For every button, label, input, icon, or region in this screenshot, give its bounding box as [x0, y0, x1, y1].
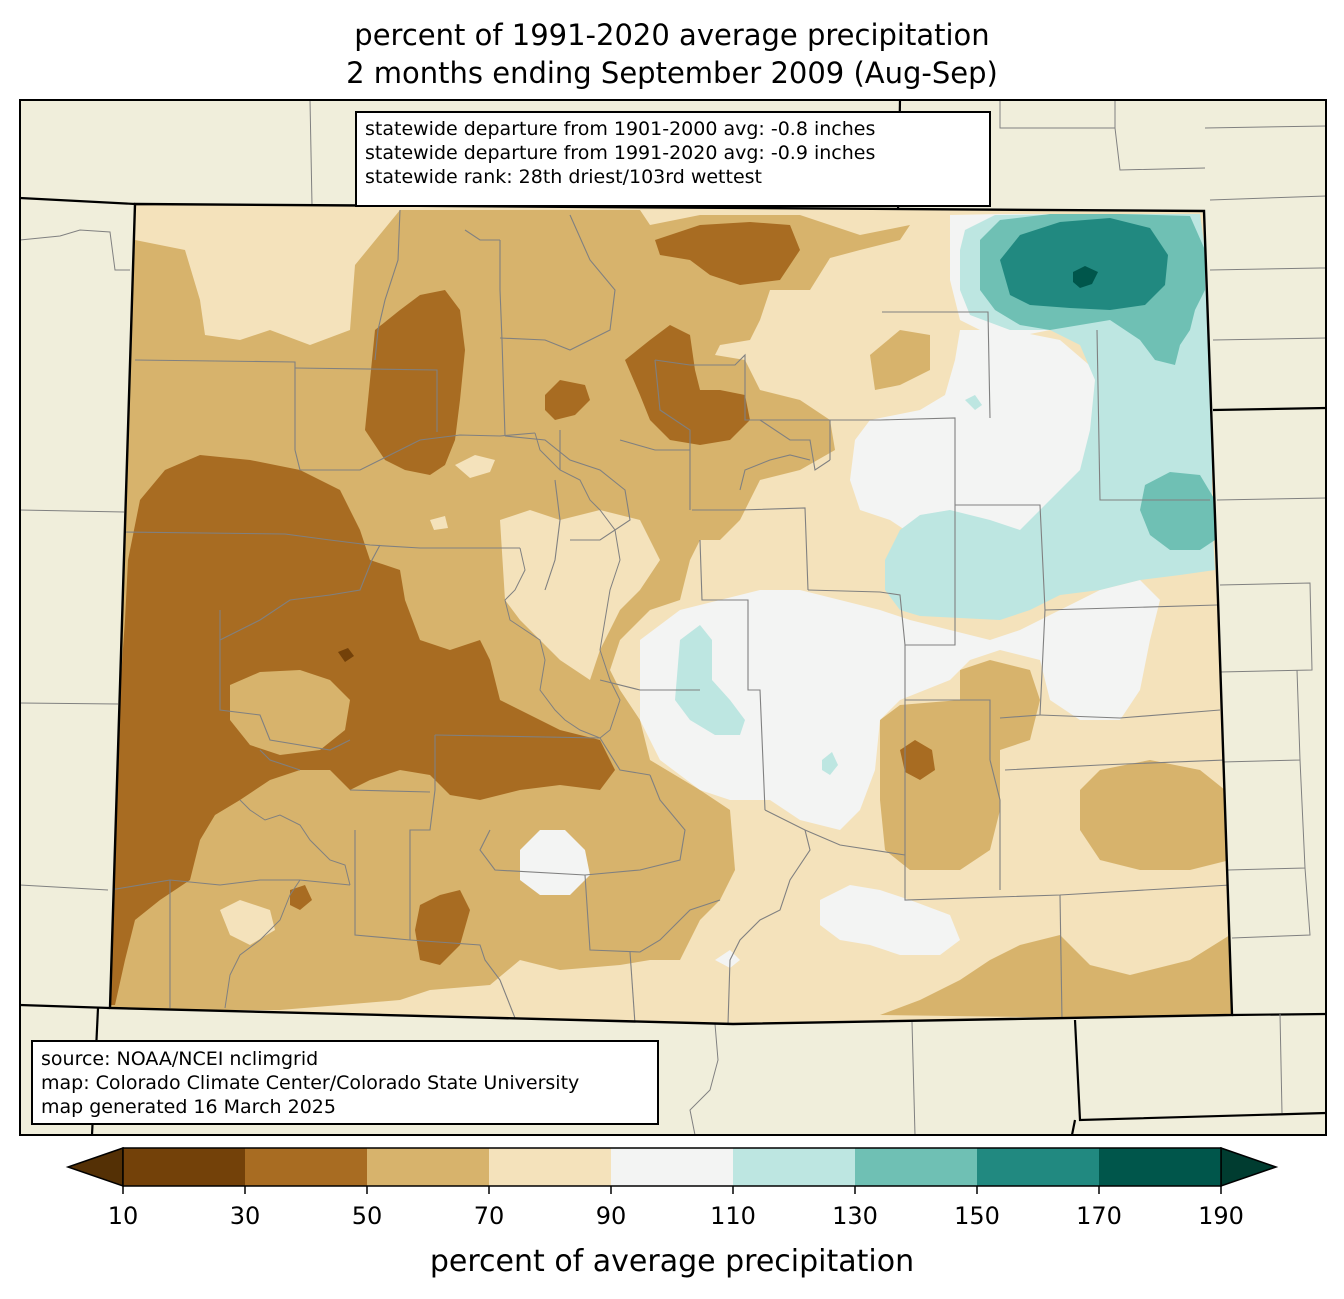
bin-70-90-patches [220, 455, 660, 945]
colorbar-tick-label-170: 170 [1076, 1202, 1122, 1230]
bin-10-30-spot [338, 648, 354, 662]
stats-rank: statewide rank: 28th driest/103rd wettes… [365, 166, 762, 188]
colorbar-tick-label-130: 130 [832, 1202, 878, 1230]
bin-30-50-regions [110, 222, 935, 1005]
bin-170-190-spot [1073, 266, 1098, 288]
colorbar-over-arrow [1220, 1146, 1279, 1188]
neighbor-county-lines [20, 100, 1326, 1135]
colorbar-tick-label-70: 70 [473, 1202, 505, 1230]
colorbar-tick-label-10: 10 [107, 1202, 139, 1230]
source-line: source: NOAA/NCEI nclimgrid [41, 1048, 319, 1070]
colorbar-tick-label-90: 90 [595, 1202, 627, 1230]
colorbar-bin-10-30 [123, 1148, 246, 1186]
map-frame [19, 99, 1327, 1136]
colorbar-bin-70-90 [489, 1148, 612, 1186]
colorbar-bin-90-110 [611, 1148, 734, 1186]
source-box: source: NOAA/NCEI nclimgrid map: Colorad… [31, 1040, 659, 1125]
colorbar-tick-label-150: 150 [954, 1202, 1000, 1230]
map-title-line1: percent of 1991-2020 average precipitati… [354, 18, 990, 52]
map-title-line2: 2 months ending September 2009 (Aug-Sep) [346, 56, 998, 90]
colorbar-label: percent of average precipitation [429, 1244, 915, 1279]
stats-departure-1991-2020: statewide departure from 1991-2020 avg: … [365, 142, 876, 164]
colorbar-outline [122, 1147, 1222, 1187]
colorbar-bins [123, 1148, 1222, 1186]
colorbar [65, 1146, 1279, 1194]
colorbar-bin-110-130 [733, 1148, 856, 1186]
colorbar-bin-30-50 [245, 1148, 368, 1186]
colorbar-bin-150-170 [977, 1148, 1100, 1186]
colorbar-under-arrow [65, 1146, 124, 1188]
statewide-stats-box: statewide departure from 1901-2000 avg: … [355, 111, 991, 207]
colorbar-tick-label-50: 50 [351, 1202, 383, 1230]
wiggly-county-boundaries [224, 432, 621, 1009]
colorbar-bin-130-150 [855, 1148, 978, 1186]
county-boundaries [110, 209, 1231, 1024]
bin-150-170-region [1000, 218, 1168, 310]
map-generated-line: map generated 16 March 2025 [41, 1096, 336, 1118]
colorado-state-border [108, 202, 1234, 1026]
colorbar-tick-label-110: 110 [710, 1202, 756, 1230]
map-credit-line: map: Colorado Climate Center/Colorado St… [41, 1072, 580, 1094]
precipitation-field [110, 204, 1232, 1024]
stats-departure-1901-2000: statewide departure from 1901-2000 avg: … [365, 118, 876, 140]
colorbar-bin-50-70 [367, 1148, 490, 1186]
map-area [20, 100, 1326, 1135]
colorbar-tick-label-190: 190 [1198, 1202, 1244, 1230]
colorbar-ticks [122, 1186, 1222, 1194]
colorbar-bin-170-190 [1099, 1148, 1222, 1186]
colorbar-tick-label-30: 30 [229, 1202, 261, 1230]
